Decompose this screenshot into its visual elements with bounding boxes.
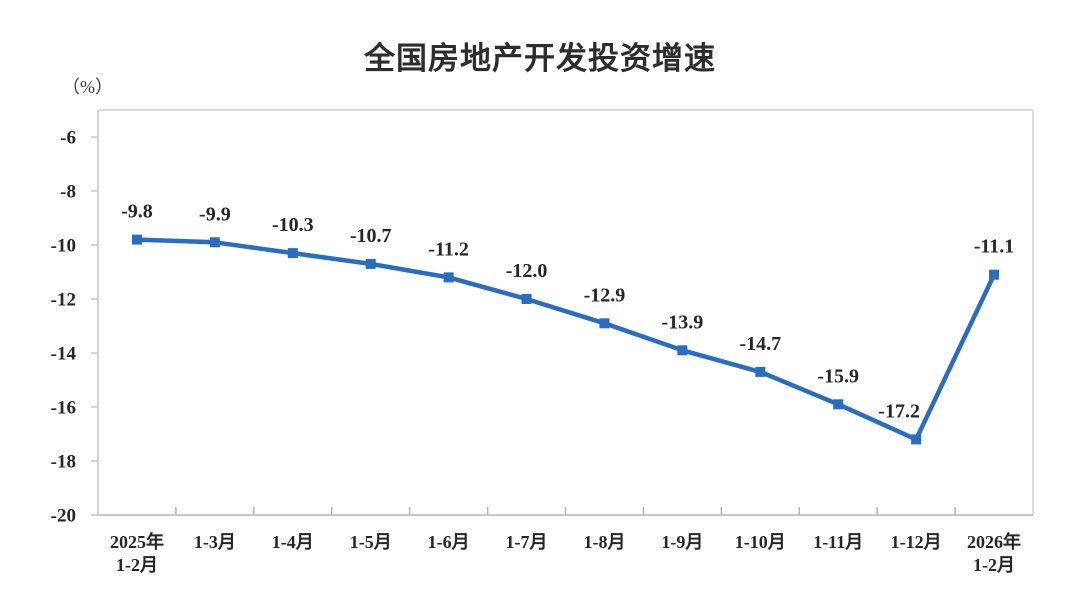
y-axis-tick-label: -8: [60, 182, 76, 203]
x-axis-tick-label: 1-5月: [350, 532, 392, 552]
data-point-label: -15.9: [817, 365, 859, 387]
x-axis-tick-label: 2025年 1-2月: [110, 531, 164, 575]
data-point-label: -10.3: [272, 214, 314, 236]
y-axis-tick-label: -20: [51, 506, 76, 527]
x-axis-tick-label: 1-12月: [891, 532, 942, 552]
x-axis-tick-label: 1-11月: [813, 532, 863, 552]
data-point-label: -10.7: [350, 225, 392, 247]
data-point-label: -11.1: [974, 236, 1015, 258]
data-point-label: -12.0: [506, 260, 548, 282]
data-point-label: -9.9: [199, 203, 231, 225]
x-axis-tick-label: 1-10月: [735, 532, 786, 552]
x-axis-tick-label: 1-7月: [506, 532, 548, 552]
y-axis-unit-label: （%）: [62, 77, 113, 97]
data-point-label: -11.2: [428, 238, 469, 260]
data-point-label: -13.9: [662, 311, 704, 333]
y-axis-tick-label: -16: [51, 398, 76, 419]
data-point-marker: [521, 294, 532, 304]
data-series-line: [134, 237, 997, 442]
chart-title: 全国房地产开发投资增速: [364, 41, 716, 76]
x-axis-tick-label: 1-9月: [661, 532, 703, 552]
data-point-marker: [131, 234, 142, 245]
data-point-label: -12.9: [584, 284, 626, 306]
data-point-marker: [209, 237, 220, 248]
x-axis-tick-label: 1-6月: [428, 532, 470, 552]
data-point-marker: [755, 366, 766, 377]
y-axis-tick-label: -6: [60, 128, 76, 149]
data-point-marker: [911, 434, 922, 445]
data-point-marker: [365, 258, 376, 269]
data-point-marker: [989, 269, 1000, 280]
data-point-label: -14.7: [739, 333, 781, 355]
y-axis-tick-label: -18: [51, 452, 76, 473]
y-axis-tick-label: -10: [51, 236, 76, 257]
x-axis-tick-label: 1-3月: [194, 532, 236, 552]
data-point-marker: [443, 272, 454, 283]
data-point-label: -17.2: [878, 400, 920, 422]
y-axis-tick-label: -14: [51, 344, 77, 365]
y-axis-tick-label: -12: [51, 290, 76, 311]
x-axis-tick-label: 1-8月: [583, 532, 625, 552]
data-point-marker: [677, 345, 688, 356]
data-point-marker: [599, 318, 610, 329]
x-axis-tick-label: 1-4月: [272, 532, 314, 552]
x-axis-tick-label: 2026年 1-2月: [967, 531, 1021, 575]
data-point-marker: [287, 248, 298, 259]
data-point-marker: [833, 399, 844, 410]
data-point-label: -9.8: [121, 201, 153, 223]
